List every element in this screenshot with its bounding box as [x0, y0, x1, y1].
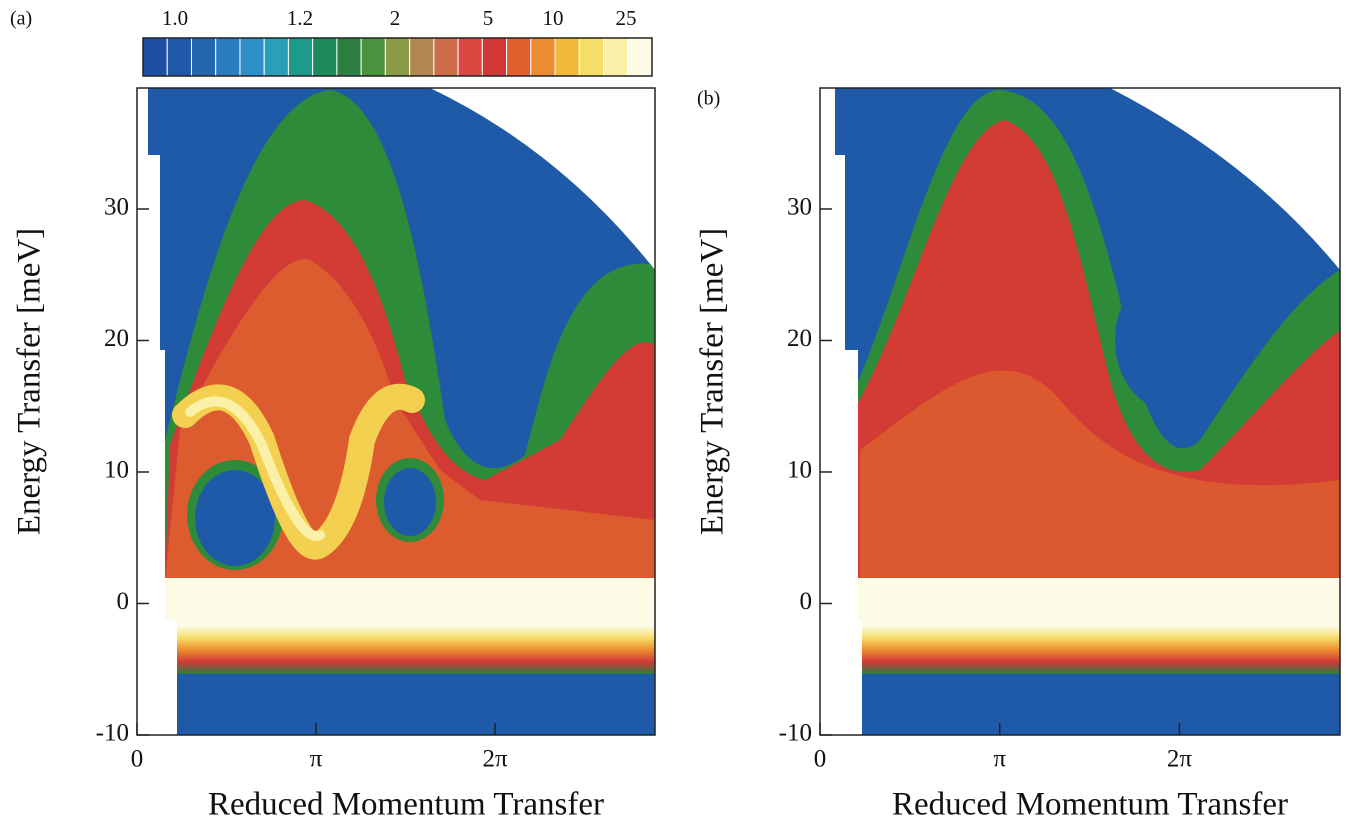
- colorbar-swatch: [579, 38, 603, 76]
- colorbar-swatch: [458, 38, 482, 76]
- colorbar-swatch: [604, 38, 628, 76]
- colorbar-swatch: [288, 38, 312, 76]
- y-tick-label: 10: [104, 457, 129, 484]
- x-tick-label: 0: [814, 746, 827, 773]
- x-axis-title: Reduced Momentum Transfer: [892, 787, 1288, 823]
- colorbar-swatch: [191, 38, 215, 76]
- y-tick-label: 30: [787, 194, 812, 221]
- colorbar-swatch: [385, 38, 409, 76]
- colorbar-swatch: [434, 38, 458, 76]
- colorbar-label: 25: [616, 6, 637, 30]
- colorbar-label: 5: [483, 6, 494, 30]
- colorbar-swatch: [240, 38, 264, 76]
- colorbar-swatch: [410, 38, 434, 76]
- contour-map: [140, 80, 660, 740]
- y-tick-label: 20: [787, 325, 812, 352]
- colorbar-label: 2: [390, 6, 401, 30]
- colorbar-swatch: [555, 38, 579, 76]
- colorbar-swatch: [628, 38, 652, 76]
- colorbar-swatch: [264, 38, 288, 76]
- y-tick-label: 30: [104, 194, 129, 221]
- figure: -1001020300π2πReduced Momentum TransferE…: [0, 0, 1352, 833]
- x-tick-label: π: [993, 746, 1006, 773]
- x-tick-label: 2π: [1167, 746, 1193, 773]
- y-tick-label: 0: [117, 588, 130, 615]
- x-axis-title: Reduced Momentum Transfer: [208, 787, 604, 823]
- y-tick-label: -10: [96, 720, 129, 747]
- y-tick-label: -10: [779, 720, 812, 747]
- colorbar-label: 1.2: [287, 6, 313, 30]
- colorbar-swatch: [361, 38, 385, 76]
- y-axis-title: Energy Transfer [meV]: [12, 228, 48, 535]
- colorbar-swatch: [507, 38, 531, 76]
- x-tick-label: 2π: [482, 746, 508, 773]
- colorbar-swatch: [143, 38, 167, 76]
- colorbar-swatch: [313, 38, 337, 76]
- y-tick-label: 0: [800, 588, 813, 615]
- panel-label: (a): [10, 8, 32, 30]
- colorbar-swatch: [531, 38, 555, 76]
- colorbar-swatch: [482, 38, 506, 76]
- x-tick-label: π: [310, 746, 323, 773]
- y-tick-label: 20: [104, 325, 129, 352]
- colorbar-label: 10: [543, 6, 564, 30]
- colorbar-label: 1.0: [162, 6, 188, 30]
- colorbar-swatch: [337, 38, 361, 76]
- contour-map: [820, 80, 1345, 740]
- colorbar-swatch: [167, 38, 191, 76]
- panel-label: (b): [697, 88, 720, 110]
- y-axis-title: Energy Transfer [meV]: [695, 228, 731, 535]
- colorbar-swatch: [216, 38, 240, 76]
- y-tick-label: 10: [787, 457, 812, 484]
- x-tick-label: 0: [131, 746, 144, 773]
